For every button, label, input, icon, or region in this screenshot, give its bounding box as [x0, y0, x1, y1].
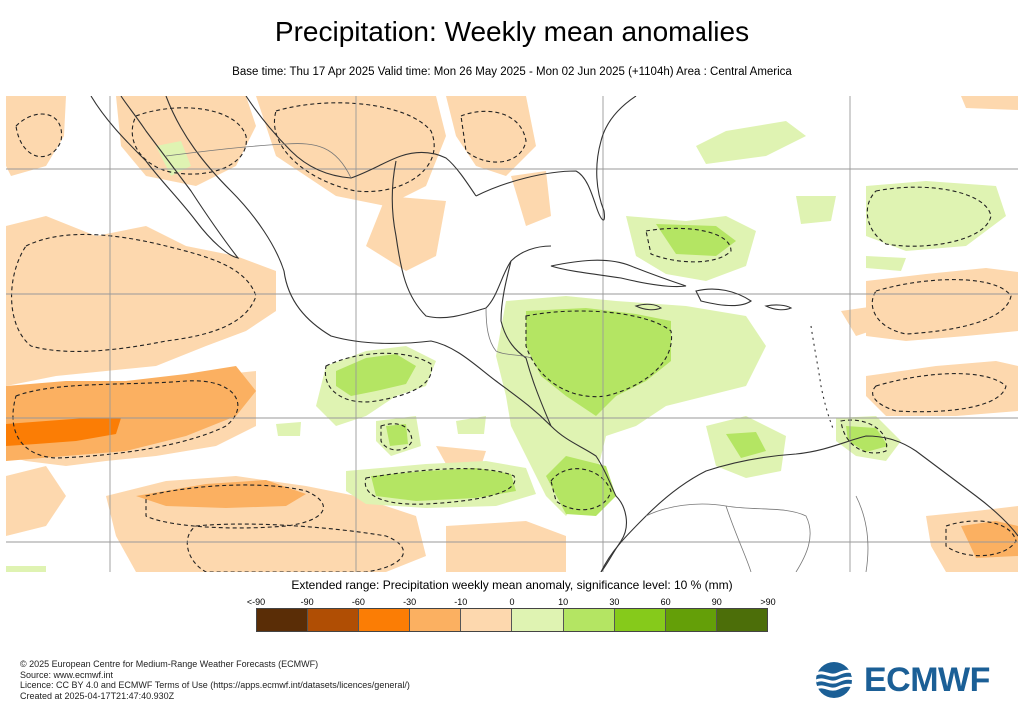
coastlines — [90, 96, 1018, 572]
legend-swatch — [512, 609, 564, 631]
chart-title: Precipitation: Weekly mean anomalies — [274, 16, 750, 47]
legend-label: >90 — [760, 597, 776, 607]
legend-swatch — [614, 609, 666, 631]
legend-label: <-90 — [246, 597, 266, 607]
footer: © 2025 European Centre for Medium-Range … — [20, 659, 410, 701]
legend-label: 10 — [558, 597, 569, 607]
legend-swatch — [359, 609, 411, 631]
legend-swatch — [410, 609, 462, 631]
significance-contours — [11, 102, 1017, 572]
country-borders — [165, 143, 869, 572]
legend-swatch — [308, 609, 360, 631]
legend-label: 60 — [660, 597, 671, 607]
ecmwf-logo-icon — [815, 662, 857, 698]
legend-swatch — [665, 609, 717, 631]
legend-label: -60 — [351, 597, 365, 607]
legend-title: Extended range: Precipitation weekly mea… — [291, 578, 733, 592]
legend-swatch — [461, 609, 513, 631]
source-text: Source: www.ecmwf.int — [20, 669, 114, 680]
legend-swatch — [716, 609, 767, 631]
legend-label: 0 — [509, 597, 515, 607]
legend-swatch — [563, 609, 615, 631]
licence-text: Licence: CC BY 4.0 and ECMWF Terms of Us… — [20, 680, 410, 690]
color-legend-bar — [256, 608, 768, 632]
legend-swatch — [257, 609, 309, 631]
legend-label: -10 — [454, 597, 468, 607]
legend-label: 90 — [711, 597, 722, 607]
legend-label: -90 — [300, 597, 314, 607]
copyright-text: © 2025 European Centre for Medium-Range … — [20, 659, 319, 669]
chart-subtitle: Base time: Thu 17 Apr 2025 Valid time: M… — [232, 66, 792, 78]
legend-label: -30 — [403, 597, 417, 607]
legend-labels: <-90 -90 -60 -30 -10 0 10 30 60 90 >90 — [247, 597, 776, 609]
legend-label: 30 — [609, 597, 620, 607]
created-at-text: Created at 2025-04-17T21:47:40.930Z — [20, 690, 175, 701]
ecmwf-logo: ECMWF — [812, 660, 1008, 700]
negative-anomaly-areas — [6, 96, 1018, 572]
ecmwf-logo-text: ECMWF — [864, 661, 990, 699]
anomaly-map — [6, 96, 1018, 572]
